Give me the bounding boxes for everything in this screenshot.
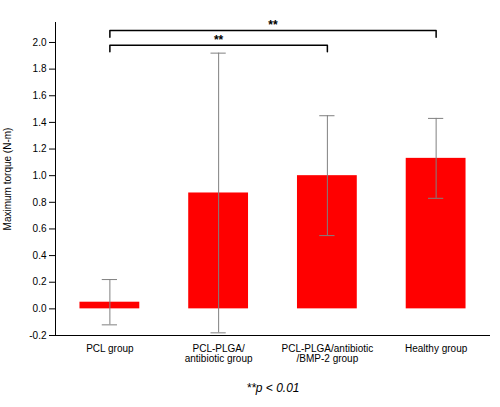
svg-text:0.2: 0.2 xyxy=(33,276,47,287)
svg-text:0.4: 0.4 xyxy=(33,250,47,261)
svg-text:Healthy group: Healthy group xyxy=(405,343,468,354)
svg-text:**: ** xyxy=(268,18,278,32)
svg-text:1.6: 1.6 xyxy=(33,90,47,101)
svg-text:-0.2: -0.2 xyxy=(29,330,47,341)
svg-text:1.2: 1.2 xyxy=(33,143,47,154)
svg-text:**p < 0.01: **p < 0.01 xyxy=(246,381,299,395)
svg-text:Maximum torque (N-m): Maximum torque (N-m) xyxy=(2,128,13,231)
svg-text:**: ** xyxy=(214,33,224,47)
svg-text:1.0: 1.0 xyxy=(33,170,47,181)
svg-text:1.4: 1.4 xyxy=(33,117,47,128)
svg-text:0.8: 0.8 xyxy=(33,197,47,208)
svg-text:PCL-PLGA/antibiotic group: PCL-PLGA/antibiotic group xyxy=(185,343,253,364)
svg-text:2.0: 2.0 xyxy=(33,37,47,48)
svg-text:0.0: 0.0 xyxy=(33,303,47,314)
svg-text:1.8: 1.8 xyxy=(33,63,47,74)
svg-text:0.6: 0.6 xyxy=(33,223,47,234)
svg-text:PCL group: PCL group xyxy=(86,343,134,354)
svg-text:PCL-PLGA/antibiotic/BMP-2 grou: PCL-PLGA/antibiotic/BMP-2 group xyxy=(282,343,374,364)
